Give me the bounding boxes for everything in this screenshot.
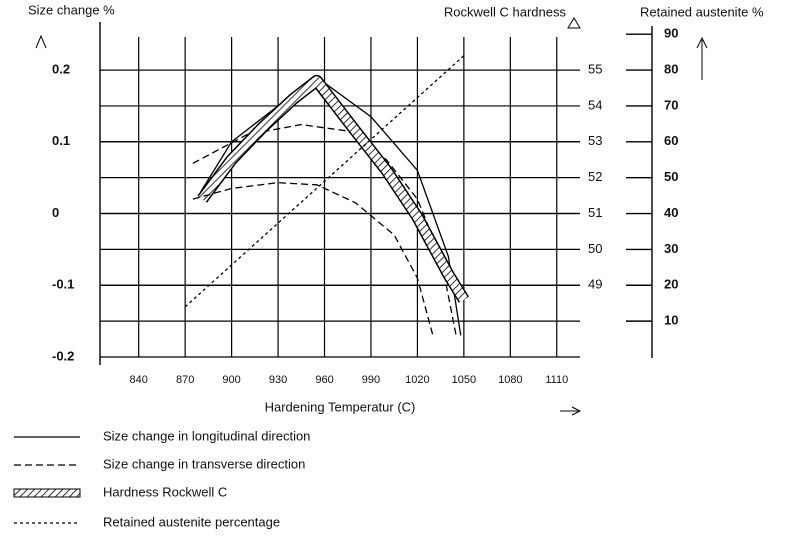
y2-tick-label: 52 xyxy=(588,169,602,184)
y2-axis-arrow xyxy=(567,17,581,29)
legend-label: Hardness Rockwell C xyxy=(103,484,227,499)
legend-label: Retained austenite percentage xyxy=(103,514,280,529)
y3-tick-label: 60 xyxy=(664,133,678,148)
y3-tick-label: 20 xyxy=(664,277,678,292)
x-tick-label: 930 xyxy=(269,374,287,386)
y3-axis-arrow xyxy=(696,36,708,80)
legend-swatch xyxy=(13,488,81,498)
y-tick-label: -0.2 xyxy=(52,348,74,363)
y-tick-label: 0.2 xyxy=(52,61,70,76)
x-tick-label: 840 xyxy=(130,374,148,386)
series-line xyxy=(192,182,434,336)
y3-tick-label: 40 xyxy=(664,205,678,220)
series-line xyxy=(184,55,465,308)
y3-tick-label: 80 xyxy=(664,61,678,76)
y3-tick-label: 50 xyxy=(664,169,678,184)
x-tick-label: 960 xyxy=(315,374,333,386)
y-axis-arrow xyxy=(35,34,47,49)
x-tick-label: 1080 xyxy=(498,374,522,386)
y2-tick-label: 49 xyxy=(588,277,602,292)
x-tick-label: 1020 xyxy=(405,374,429,386)
y2-tick-label: 54 xyxy=(588,97,602,112)
y3-tick-label: 70 xyxy=(664,97,678,112)
y2-axis-label: Rockwell C hardness xyxy=(444,4,567,19)
legend-label: Size change in longitudinal direction xyxy=(103,428,310,443)
series-line xyxy=(200,76,462,336)
y3-tick-label: 30 xyxy=(664,241,678,256)
x-axis-label: Hardening Temperatur (C) xyxy=(265,399,416,414)
y3-axis-label: Retained austenite % xyxy=(640,4,764,19)
y3-tick-label: 90 xyxy=(664,26,678,41)
y2-tick-label: 55 xyxy=(588,61,602,76)
series-line xyxy=(198,76,468,302)
x-tick-label: 1050 xyxy=(452,374,476,386)
y-axis-label: Size change % xyxy=(28,2,115,17)
y-tick-label: -0.1 xyxy=(52,277,74,292)
legend-label: Size change in transverse direction xyxy=(103,456,305,471)
x-tick-label: 1110 xyxy=(545,374,568,386)
x-tick-label: 870 xyxy=(176,374,194,386)
y3-tick-label: 10 xyxy=(664,313,678,328)
y2-tick-label: 50 xyxy=(588,241,602,256)
x-tick-label: 990 xyxy=(362,374,380,386)
y-tick-label: 0.1 xyxy=(52,133,70,148)
y2-tick-label: 53 xyxy=(588,133,602,148)
x-axis-arrow xyxy=(560,406,582,416)
y-tick-label: 0 xyxy=(52,205,59,220)
x-tick-label: 900 xyxy=(222,374,240,386)
y2-tick-label: 51 xyxy=(588,205,602,220)
